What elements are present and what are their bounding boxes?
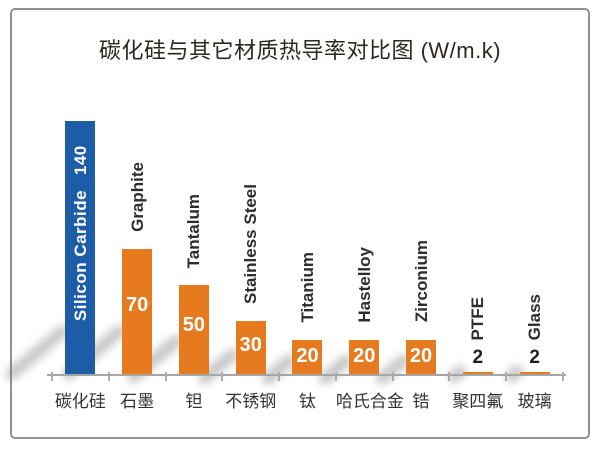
bar-value: 140 xyxy=(70,144,90,175)
bar-label-wrap: Tantalum xyxy=(166,194,223,268)
axis-tick xyxy=(505,372,508,381)
axis-tick xyxy=(278,372,281,381)
bar-label: Stainless Steel xyxy=(241,184,261,305)
bar-label-wrap: Graphite xyxy=(109,162,166,232)
bar-value: 2 xyxy=(529,347,540,369)
bar-value: 70 xyxy=(126,293,149,316)
bar-label: Graphite xyxy=(127,161,147,232)
bar-zirconium: 20 xyxy=(406,339,437,376)
bar-slot: 20 Titanium 钛 xyxy=(259,56,336,411)
bar-label-wrap: PTFE xyxy=(449,297,506,340)
bar-slot: 70 Graphite 石墨 xyxy=(60,56,166,411)
x-axis-label: 聚四氟 xyxy=(452,392,504,411)
bar-label-wrap: Glass xyxy=(506,294,563,340)
x-axis-line xyxy=(47,374,566,376)
bar-slot: 2 PTFE 聚四氟 xyxy=(445,56,506,411)
bar-label-wrap: Hastelloy xyxy=(336,247,393,323)
x-axis-label: 钛 xyxy=(298,392,316,411)
x-axis-label: 哈氏合金 xyxy=(335,392,404,411)
bar-tantalum: 50 xyxy=(178,284,209,376)
chart-title: 碳化硅与其它材质热导率对比图 (W/m.k) xyxy=(98,38,502,63)
x-axis-label: 锆 xyxy=(412,392,430,411)
bar-value: 2 xyxy=(472,347,484,369)
bar-graphite: 70 xyxy=(122,248,153,376)
bar-slot: 50 Tantalum 钽 xyxy=(125,56,223,411)
bar-label: Tantalum xyxy=(184,193,204,268)
bar-slot: 20 Zirconium 锆 xyxy=(373,56,450,411)
axis-tick xyxy=(391,372,394,381)
bar-titanium: 20 xyxy=(292,339,323,376)
x-axis-label: 钽 xyxy=(185,392,203,411)
x-axis-label: 石墨 xyxy=(120,392,155,411)
bar-label: Silicon Carbide xyxy=(70,189,90,322)
bar-value: 50 xyxy=(182,313,206,336)
bar-slot: 20 Hastelloy 哈氏合金 xyxy=(316,56,404,411)
axis-tick xyxy=(164,372,167,381)
bar-label: PTFE xyxy=(468,296,488,341)
bar-slot: 30 Stainless Steel 不锈钢 xyxy=(195,56,279,411)
bar-hastelloy: 20 xyxy=(349,339,380,376)
bar-silicon-carbide: Silicon Carbide 140 xyxy=(65,121,96,376)
axis-tick xyxy=(221,372,224,381)
bar-stainless-steel: 30 xyxy=(235,321,266,376)
x-axis-label: 玻璃 xyxy=(517,392,552,411)
bar-label-wrap: Zirconium xyxy=(393,240,450,322)
axis-tick xyxy=(51,372,53,381)
bar-value: 20 xyxy=(409,344,433,367)
axis-tick xyxy=(334,372,337,381)
bar-label: Zirconium xyxy=(411,240,431,323)
bar-label-wrap: Titanium xyxy=(279,252,336,323)
bar-slot: 2 Glass 玻璃 xyxy=(502,56,563,411)
bar-slot: Silicon Carbide 140 碳化硅 xyxy=(3,56,109,411)
bar-label: Titanium xyxy=(297,252,317,323)
bar-label: Hastelloy xyxy=(354,246,374,323)
bar-inner-label: Silicon Carbide 140 xyxy=(70,144,90,322)
bar-value: 30 xyxy=(239,334,262,357)
axis-tick xyxy=(448,372,451,381)
bar-label: Glass xyxy=(525,294,545,341)
axis-tick xyxy=(562,372,564,381)
bar-value: 20 xyxy=(353,344,376,367)
bar-label-wrap: Stainless Steel xyxy=(222,184,279,304)
x-axis-label: 碳化硅 xyxy=(54,392,106,411)
bar-value: 20 xyxy=(296,344,319,367)
x-axis-label: 不锈钢 xyxy=(225,392,277,411)
axis-tick xyxy=(107,372,110,381)
